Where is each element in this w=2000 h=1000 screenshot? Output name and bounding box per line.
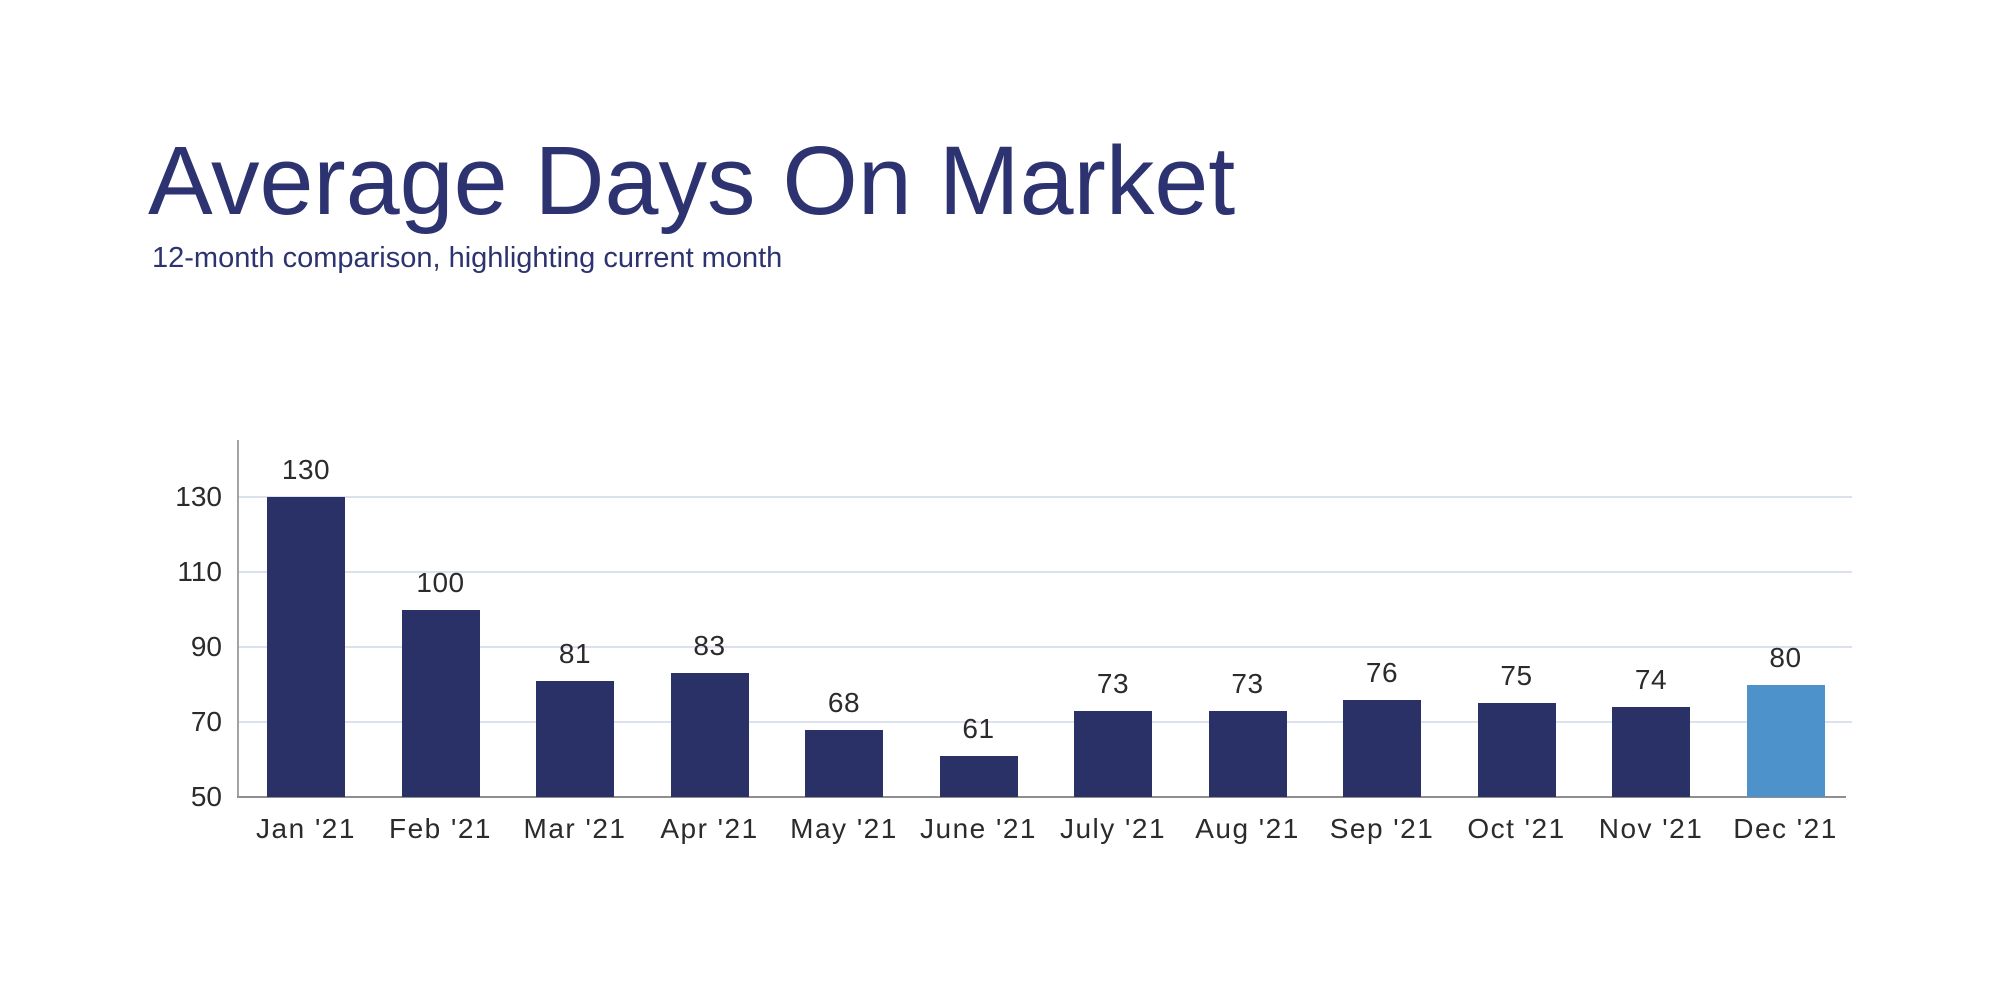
y-axis-tick-label: 110 [177, 556, 222, 587]
bar-value-label: 75 [1500, 660, 1533, 692]
bar-value-label: 130 [281, 454, 331, 485]
x-axis-label: Mar '21 [523, 813, 627, 844]
y-axis-tick-label: 70 [190, 706, 222, 737]
bar-value-label: 73 [1231, 667, 1264, 699]
y-axis-tick-label: 50 [190, 781, 222, 812]
x-axis-label: Jan '21 [256, 813, 356, 844]
gridline [239, 646, 1852, 648]
bar [1208, 710, 1287, 797]
bar [1074, 710, 1152, 797]
x-axis-label: July '21 [1059, 813, 1167, 844]
bar-value-label: 76 [1365, 656, 1399, 688]
bar [670, 673, 749, 797]
bar-value-label: 80 [1769, 641, 1802, 673]
gridline [239, 571, 1852, 573]
bar-value-label: 81 [558, 637, 592, 669]
x-axis-label: June '21 [920, 813, 1037, 844]
x-axis-label: Sep '21 [1329, 813, 1435, 844]
y-axis-tick-label: 90 [190, 631, 222, 662]
bar-value-label: 61 [962, 712, 995, 744]
x-axis-label: Nov '21 [1598, 813, 1704, 844]
gridline [239, 721, 1852, 723]
x-axis-label: Apr '21 [660, 813, 759, 844]
bar-value-label: 73 [1096, 667, 1130, 699]
bar [267, 497, 345, 797]
x-axis-label: Feb '21 [388, 813, 493, 844]
x-axis-label: Aug '21 [1195, 813, 1300, 844]
bar [1343, 699, 1421, 797]
bar [805, 729, 883, 797]
bar [401, 609, 480, 797]
bar [1477, 703, 1556, 797]
bar-value-label: 68 [827, 686, 861, 718]
bar-highlighted-current-month [1746, 684, 1825, 797]
x-axis-label: May '21 [790, 813, 898, 844]
bar [536, 680, 614, 797]
x-axis-line [237, 796, 1846, 798]
bar-value-label: 100 [416, 566, 465, 598]
bar-value-label: 83 [693, 630, 726, 662]
bar [939, 755, 1018, 797]
y-axis-line [237, 440, 239, 798]
y-axis-tick-label: 130 [175, 481, 222, 512]
chart-subtitle: 12-month comparison, highlighting curren… [152, 242, 783, 274]
bar [1612, 707, 1690, 797]
chart-title: Average Days On Market [148, 126, 1236, 235]
x-axis-label: Dec '21 [1733, 813, 1838, 844]
x-axis-label: Oct '21 [1467, 813, 1566, 844]
bar-value-label: 74 [1634, 664, 1668, 695]
gridline [239, 496, 1852, 498]
